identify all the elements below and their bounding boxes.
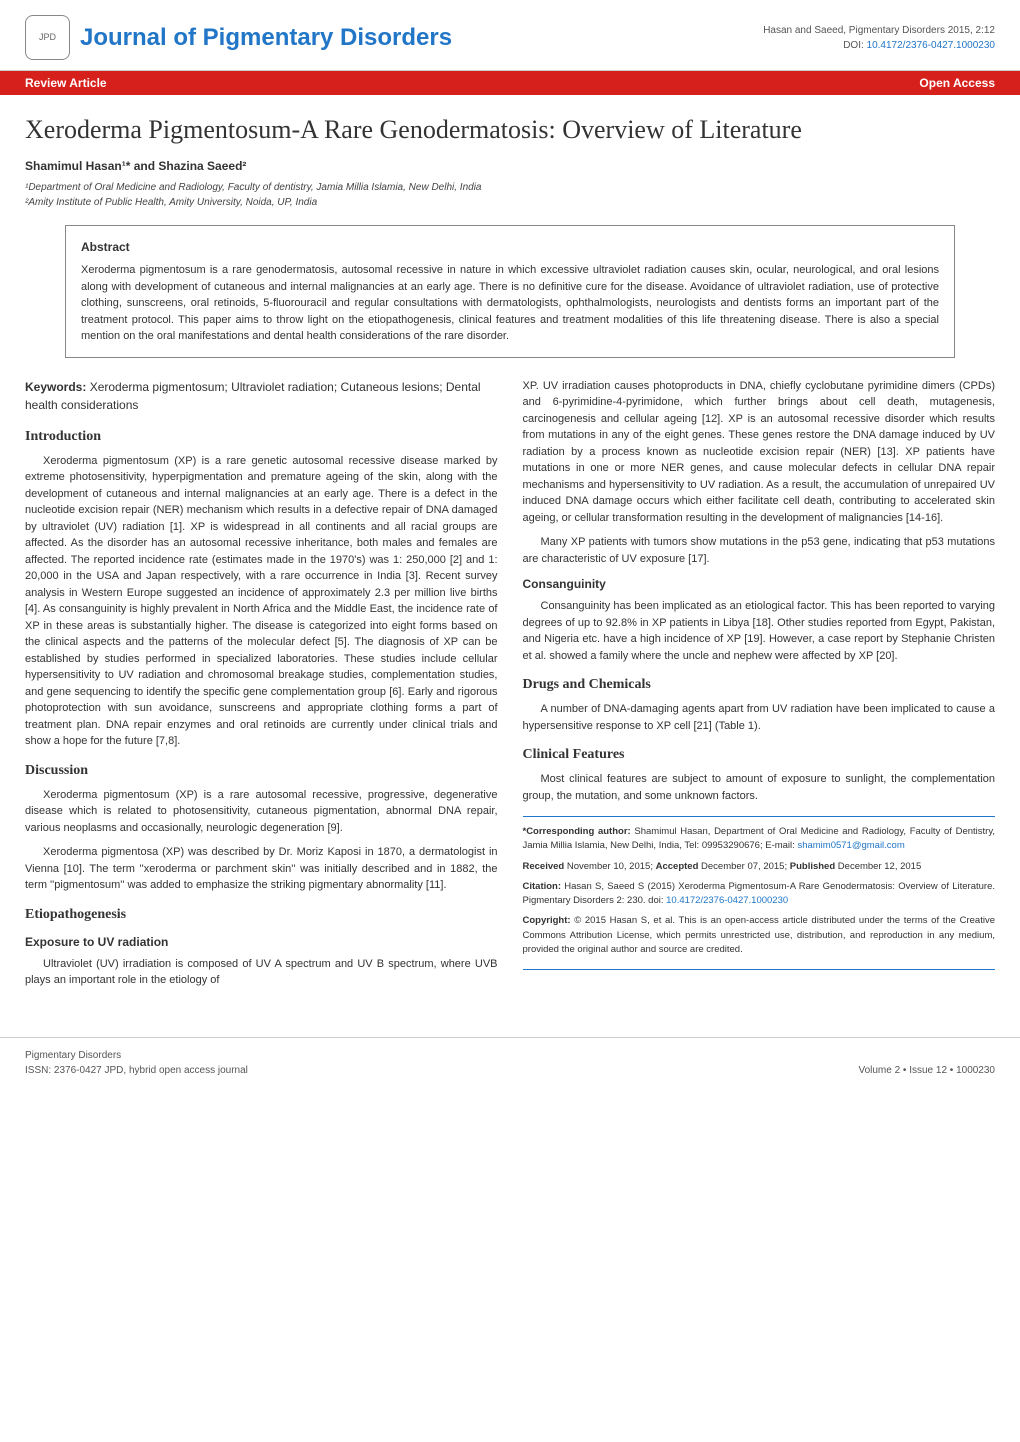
copyright-text: © 2015 Hasan S, et al. This is an open-a… <box>523 915 996 955</box>
article-type: Review Article <box>25 74 107 92</box>
copyright-label: Copyright: <box>523 915 571 926</box>
right-column: XP. UV irradiation causes photoproducts … <box>523 378 996 997</box>
affiliation-2: ²Amity Institute of Public Health, Amity… <box>25 195 995 210</box>
uv-para-lead: Ultraviolet (UV) irradiation is composed… <box>25 956 498 989</box>
clinical-features-heading: Clinical Features <box>523 744 996 765</box>
clinical-para: Most clinical features are subject to am… <box>523 771 996 804</box>
header-right: Hasan and Saeed, Pigmentary Disorders 20… <box>763 23 995 53</box>
keywords-line: Keywords: Xeroderma pigmentosum; Ultravi… <box>25 378 498 414</box>
published-date: December 12, 2015 <box>838 861 921 872</box>
article-type-bar: Review Article Open Access <box>0 71 1020 95</box>
keywords-label: Keywords: <box>25 380 86 394</box>
consanguinity-para: Consanguinity has been implicated as an … <box>523 598 996 664</box>
divider <box>523 816 996 817</box>
uv-para-2: Many XP patients with tumors show mutati… <box>523 534 996 567</box>
introduction-heading: Introduction <box>25 426 498 447</box>
footer-issn: ISSN: 2376-0427 JPD, hybrid open access … <box>25 1063 248 1078</box>
corr-email[interactable]: shamim0571@gmail.com <box>797 840 904 851</box>
article-title: Xeroderma Pigmentosum-A Rare Genodermato… <box>25 110 995 149</box>
authors: Shamimul Hasan¹* and Shazina Saeed² <box>25 157 995 175</box>
page-footer: Pigmentary Disorders ISSN: 2376-0427 JPD… <box>0 1037 1020 1093</box>
citation-label: Citation: <box>523 881 562 892</box>
accepted-date: December 07, 2015; <box>701 861 787 872</box>
abstract-box: Abstract Xeroderma pigmentosum is a rare… <box>65 225 955 358</box>
two-column-layout: Keywords: Xeroderma pigmentosum; Ultravi… <box>25 378 995 997</box>
journal-logo: JPD <box>25 15 70 60</box>
citation-short: Hasan and Saeed, Pigmentary Disorders 20… <box>763 23 995 38</box>
journal-header: JPD Journal of Pigmentary Disorders Hasa… <box>0 0 1020 71</box>
footer-right: Volume 2 • Issue 12 • 1000230 <box>858 1063 995 1078</box>
open-access-label: Open Access <box>919 74 995 92</box>
divider-2 <box>523 969 996 970</box>
abstract-text: Xeroderma pigmentosum is a rare genoderm… <box>81 262 939 345</box>
abstract-heading: Abstract <box>81 238 939 256</box>
keywords-text: Xeroderma pigmentosum; Ultraviolet radia… <box>25 380 481 412</box>
citation-block: Citation: Hasan S, Saeed S (2015) Xerode… <box>523 880 996 909</box>
received-date: November 10, 2015; <box>567 861 653 872</box>
discussion-para-1: Xeroderma pigmentosum (XP) is a rare aut… <box>25 787 498 837</box>
header-left: JPD Journal of Pigmentary Disorders <box>25 15 452 60</box>
footer-journal: Pigmentary Disorders <box>25 1048 248 1063</box>
citation-doi[interactable]: 10.4172/2376-0427.1000230 <box>666 895 788 906</box>
affiliations: ¹Department of Oral Medicine and Radiolo… <box>25 180 995 210</box>
copyright-block: Copyright: © 2015 Hasan S, et al. This i… <box>523 914 996 957</box>
uv-para-cont: XP. UV irradiation causes photoproducts … <box>523 378 996 527</box>
drugs-heading: Drugs and Chemicals <box>523 674 996 695</box>
intro-para-1: Xeroderma pigmentosum (XP) is a rare gen… <box>25 453 498 750</box>
received-label: Received <box>523 861 565 872</box>
accepted-label: Accepted <box>656 861 699 872</box>
uv-exposure-heading: Exposure to UV radiation <box>25 933 498 951</box>
drugs-para: A number of DNA-damaging agents apart fr… <box>523 701 996 734</box>
discussion-heading: Discussion <box>25 760 498 781</box>
journal-title: Journal of Pigmentary Disorders <box>80 20 452 56</box>
corr-label: *Corresponding author: <box>523 826 631 837</box>
affiliation-1: ¹Department of Oral Medicine and Radiolo… <box>25 180 995 195</box>
doi-link[interactable]: 10.4172/2376-0427.1000230 <box>867 40 995 51</box>
left-column: Keywords: Xeroderma pigmentosum; Ultravi… <box>25 378 498 997</box>
etiopathogenesis-heading: Etiopathogenesis <box>25 904 498 925</box>
consanguinity-heading: Consanguinity <box>523 575 996 593</box>
footer-left: Pigmentary Disorders ISSN: 2376-0427 JPD… <box>25 1048 248 1078</box>
discussion-para-2: Xeroderma pigmentosa (XP) was described … <box>25 844 498 894</box>
published-label: Published <box>790 861 835 872</box>
corresponding-author: *Corresponding author: Shamimul Hasan, D… <box>523 825 996 854</box>
dates-block: Received November 10, 2015; Accepted Dec… <box>523 860 996 874</box>
doi-label: DOI: <box>843 40 864 51</box>
main-content: Xeroderma Pigmentosum-A Rare Genodermato… <box>0 95 1020 1012</box>
